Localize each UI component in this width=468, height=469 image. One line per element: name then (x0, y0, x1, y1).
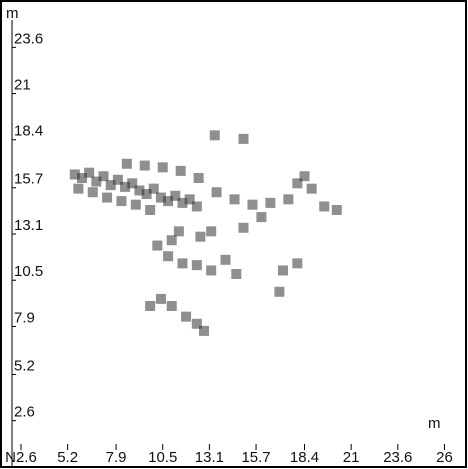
x-tick-label: 23.6 (383, 449, 412, 466)
point (175, 165, 186, 176)
point (121, 158, 132, 169)
point (127, 178, 138, 189)
point (163, 196, 174, 207)
point (145, 301, 156, 311)
point (209, 130, 220, 141)
point (206, 226, 217, 237)
point (211, 187, 222, 198)
point (177, 258, 188, 269)
point (145, 205, 156, 215)
point (184, 194, 195, 205)
y-tick-label: 23.6 (14, 30, 43, 47)
point (191, 260, 202, 271)
point (170, 190, 181, 201)
point (155, 293, 166, 304)
point (191, 201, 202, 212)
point (84, 167, 95, 178)
x-tick-label: 13.1 (195, 449, 224, 466)
x-tick-label: 18.4 (290, 449, 319, 466)
point (98, 171, 109, 182)
point (76, 173, 87, 183)
point (112, 174, 123, 185)
point (256, 212, 267, 223)
point (163, 251, 174, 262)
point (166, 301, 177, 311)
x-tick-label: 26 (436, 449, 453, 466)
point (231, 269, 242, 279)
x-tick-label: 21 (343, 449, 360, 466)
point (69, 169, 80, 180)
point (195, 231, 206, 242)
x-tick-label: 15.7 (241, 449, 270, 466)
point (152, 240, 163, 251)
point (292, 178, 303, 189)
y-tick-label: 18.4 (14, 123, 43, 140)
y-tick-label: 13.1 (14, 217, 43, 234)
y-tick-label: 2.6 (14, 404, 35, 421)
y-tick-label: 5.2 (14, 357, 35, 374)
point (238, 133, 249, 144)
point (331, 205, 342, 215)
point (73, 183, 84, 194)
point (120, 181, 131, 192)
point (130, 199, 141, 210)
point (199, 325, 210, 336)
point (87, 187, 98, 198)
point (134, 185, 145, 196)
point (238, 222, 249, 233)
point (265, 197, 276, 208)
point (306, 183, 317, 194)
point (102, 192, 113, 203)
point (116, 196, 127, 207)
point (177, 197, 188, 208)
x-tick-label: 7.9 (106, 449, 127, 466)
point (157, 162, 168, 173)
point (319, 201, 330, 212)
point (206, 265, 217, 276)
point (173, 226, 184, 237)
x-unit: m (428, 415, 441, 432)
y-tick-label: 21 (14, 77, 31, 94)
point (139, 160, 150, 171)
point (191, 318, 202, 329)
point (141, 189, 152, 199)
point (193, 173, 204, 183)
point (229, 194, 240, 205)
point (155, 192, 166, 203)
point (247, 199, 258, 210)
x-tick-label: N2.6 (5, 449, 37, 466)
point (299, 171, 310, 182)
y-unit: m (6, 5, 19, 22)
point (148, 183, 159, 194)
y-tick-label: 10.5 (14, 263, 43, 280)
point (283, 194, 294, 205)
y-tick-label: 15.7 (14, 171, 43, 188)
point (181, 311, 192, 322)
point (277, 265, 288, 276)
point (292, 258, 303, 269)
x-tick-label: 5.2 (57, 449, 78, 466)
point (274, 286, 285, 297)
x-tick-label: 10.5 (148, 449, 177, 466)
point (105, 180, 116, 191)
point (91, 176, 102, 187)
y-tick-label: 7.9 (14, 309, 35, 326)
point (166, 235, 177, 246)
point (220, 254, 231, 265)
